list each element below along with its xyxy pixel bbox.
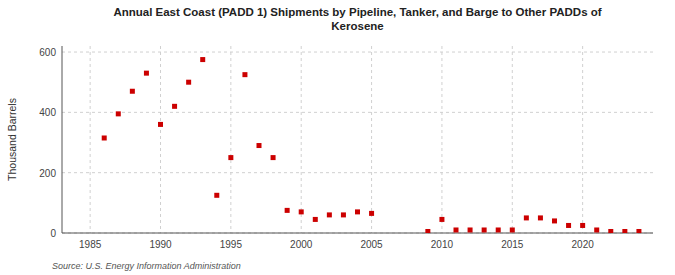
point — [552, 218, 557, 223]
x-tick-label: 2000 — [290, 239, 313, 250]
x-tick-label: 2015 — [501, 239, 524, 250]
y-tick-label: 600 — [39, 47, 56, 58]
y-grid-line — [62, 172, 653, 173]
chart-container: Annual East Coast (PADD 1) Shipments by … — [0, 0, 675, 275]
point — [102, 135, 107, 140]
point — [439, 217, 444, 222]
y-grid-line — [62, 233, 653, 234]
y-tick-label: 0 — [50, 228, 56, 239]
point — [257, 143, 262, 148]
point — [116, 111, 121, 116]
point — [130, 89, 135, 94]
point — [482, 227, 487, 232]
y-axis-line — [62, 46, 63, 233]
point — [454, 227, 459, 232]
x-grid-line — [230, 46, 231, 233]
point — [594, 227, 599, 232]
point — [468, 227, 473, 232]
x-grid-line — [301, 46, 302, 233]
point — [369, 211, 374, 216]
point — [341, 212, 346, 217]
x-grid-line — [90, 46, 91, 233]
x-axis-line — [62, 233, 653, 234]
y-tick-label: 200 — [39, 168, 56, 179]
point — [172, 104, 177, 109]
title: Annual East Coast (PADD 1) Shipments by … — [113, 6, 601, 32]
x-grid-line — [371, 46, 372, 233]
point — [608, 229, 613, 233]
point — [228, 155, 233, 160]
point — [510, 227, 515, 232]
point — [186, 80, 191, 85]
y-grid-line — [62, 52, 653, 53]
point — [580, 223, 585, 228]
y-grid-line — [62, 112, 653, 113]
point — [622, 229, 627, 233]
chart: Annual East Coast (PADD 1) Shipments by … — [0, 0, 675, 275]
point — [327, 212, 332, 217]
point — [200, 57, 205, 62]
y-tick-label: 400 — [39, 107, 56, 118]
point — [144, 71, 149, 76]
point — [538, 215, 543, 220]
point — [636, 229, 641, 233]
grid — [62, 46, 653, 233]
source-note: Source: U.S. Energy Information Administ… — [52, 261, 241, 271]
point — [425, 229, 430, 233]
point — [496, 227, 501, 232]
x-grid-line — [441, 46, 442, 233]
x-tick-label: 2020 — [572, 239, 595, 250]
point — [214, 193, 219, 198]
x-grid-line — [160, 46, 161, 233]
x-tick-label: 2005 — [360, 239, 383, 250]
point — [285, 208, 290, 213]
point — [242, 72, 247, 77]
points — [102, 57, 642, 233]
x-grid-line — [512, 46, 513, 233]
point — [158, 122, 163, 127]
x-tick-label: 2010 — [431, 239, 454, 250]
point — [271, 155, 276, 160]
point — [299, 209, 304, 214]
x-tick-label: 1985 — [79, 239, 102, 250]
x-tick-label: 1995 — [220, 239, 243, 250]
point — [566, 223, 571, 228]
point — [313, 217, 318, 222]
point — [355, 209, 360, 214]
x-tick-label: 1990 — [149, 239, 172, 250]
x-grid-line — [582, 46, 583, 233]
y-axis-label: Thousand Barrels — [6, 98, 18, 181]
point — [524, 215, 529, 220]
